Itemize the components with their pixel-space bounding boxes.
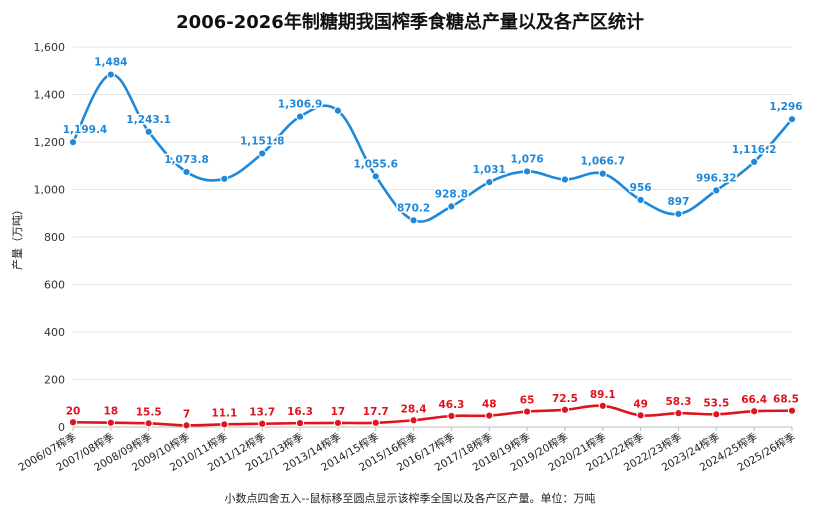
data-label: 956	[630, 182, 652, 194]
data-point[interactable]	[371, 418, 380, 427]
data-point[interactable]	[182, 167, 191, 177]
data-label: 17	[331, 406, 346, 418]
data-label: 1,151.8	[240, 135, 285, 147]
data-label: 15.5	[136, 406, 162, 418]
data-label: 72.5	[552, 393, 578, 405]
y-axis-title: 产量（万吨）	[10, 204, 24, 270]
data-label: 1,066.7	[581, 156, 626, 168]
data-point[interactable]	[333, 418, 342, 428]
data-point[interactable]	[674, 209, 683, 219]
data-point[interactable]	[409, 416, 418, 425]
footer-note: 小数点四舍五入--鼠标移至圆点显示该榨季全国以及各产区产量。单位：万吨	[224, 492, 596, 505]
y-tick-label: 800	[44, 231, 65, 244]
data-point[interactable]	[220, 174, 229, 183]
data-point[interactable]	[144, 419, 153, 428]
data-label: 17.7	[363, 406, 389, 418]
data-point[interactable]	[68, 418, 78, 427]
series-line-1	[71, 404, 794, 427]
data-label: 20	[66, 405, 81, 417]
data-point[interactable]	[447, 202, 456, 211]
chart-title: 2006-2026年制糖期我国榨季食糖总产量以及各产区统计	[176, 12, 644, 33]
data-point[interactable]	[712, 410, 721, 419]
y-tick-label: 1,200	[34, 136, 66, 149]
data-point[interactable]	[106, 70, 115, 79]
y-tick-label: 200	[44, 374, 65, 387]
data-point[interactable]	[295, 419, 305, 428]
data-label: 1,484	[94, 57, 127, 69]
data-point[interactable]	[636, 411, 645, 420]
data-point[interactable]	[447, 411, 456, 421]
data-label: 68.5	[773, 394, 799, 406]
data-point[interactable]	[485, 178, 494, 187]
data-label: 46.3	[438, 399, 464, 411]
data-label: 48	[482, 399, 497, 411]
data-label: 58.3	[666, 396, 692, 408]
data-point[interactable]	[258, 149, 267, 158]
data-point[interactable]	[598, 401, 607, 410]
y-tick-label: 400	[44, 326, 65, 339]
data-label: 1,199.4	[63, 124, 108, 136]
data-point[interactable]	[560, 405, 570, 414]
data-label: 65	[520, 395, 535, 407]
data-point[interactable]	[68, 138, 78, 147]
data-point[interactable]	[409, 216, 418, 225]
data-point[interactable]	[712, 186, 721, 195]
y-tick-label: 1,000	[34, 184, 66, 197]
data-label: 1,055.6	[353, 158, 398, 170]
data-label: 1,243.1	[126, 114, 171, 126]
data-point[interactable]	[750, 157, 759, 167]
y-tick-label: 1,600	[34, 41, 66, 54]
data-point[interactable]	[144, 127, 153, 136]
data-label: 49	[633, 398, 648, 410]
data-point[interactable]	[258, 419, 267, 428]
y-tick-label: 600	[44, 279, 65, 292]
data-point[interactable]	[674, 409, 683, 418]
data-label: 870.2	[397, 202, 430, 214]
data-point[interactable]	[523, 167, 532, 176]
data-point[interactable]	[485, 411, 494, 420]
data-label: 13.7	[249, 407, 275, 419]
data-point[interactable]	[106, 418, 115, 427]
data-point[interactable]	[295, 112, 305, 121]
data-point[interactable]	[636, 195, 645, 205]
y-tick-label: 1,400	[34, 89, 66, 102]
data-label: 928.8	[435, 188, 468, 200]
data-label: 16.3	[287, 406, 313, 418]
y-tick-label: 0	[58, 421, 65, 434]
data-point[interactable]	[560, 175, 570, 184]
data-label: 996.32	[696, 172, 737, 184]
data-label: 1,306.9	[278, 99, 323, 111]
data-label: 89.1	[590, 389, 616, 401]
data-point[interactable]	[220, 420, 229, 429]
data-point[interactable]	[598, 169, 607, 178]
data-label: 1,116.2	[732, 144, 777, 156]
data-point[interactable]	[750, 407, 759, 416]
data-point[interactable]	[371, 172, 380, 181]
data-label: 28.4	[401, 403, 427, 415]
data-label: 1,076	[510, 153, 543, 165]
data-point[interactable]	[333, 106, 342, 115]
data-label: 1,031	[473, 164, 506, 176]
data-label: 11.1	[211, 407, 237, 419]
data-label: 1,296	[769, 101, 802, 113]
data-label: 897	[668, 196, 690, 208]
data-point[interactable]	[787, 115, 797, 124]
data-point[interactable]	[523, 407, 532, 416]
data-label: 53.5	[703, 397, 729, 409]
data-point[interactable]	[787, 406, 797, 415]
data-point[interactable]	[182, 421, 191, 430]
data-label: 7	[183, 408, 190, 420]
data-label: 66.4	[741, 394, 767, 406]
data-label: 1,073.8	[164, 154, 209, 166]
data-label: 18	[104, 406, 119, 418]
